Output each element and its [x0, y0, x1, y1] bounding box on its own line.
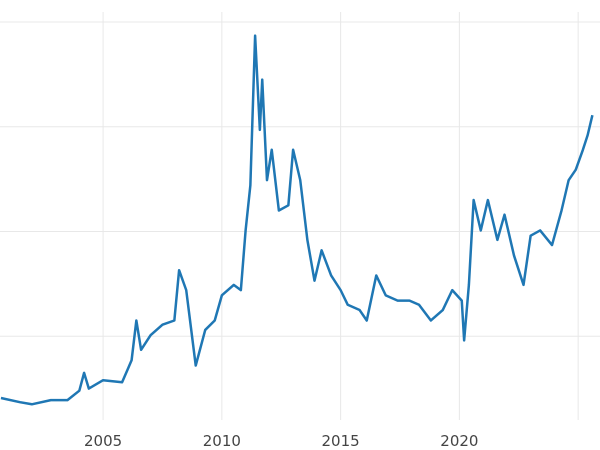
x-tick-label: 2020: [440, 432, 478, 450]
x-tick-label: 2015: [322, 432, 360, 450]
x-tick-label: 2005: [84, 432, 122, 450]
x-tick-label: 2010: [203, 432, 241, 450]
data-line: [0, 34, 594, 406]
